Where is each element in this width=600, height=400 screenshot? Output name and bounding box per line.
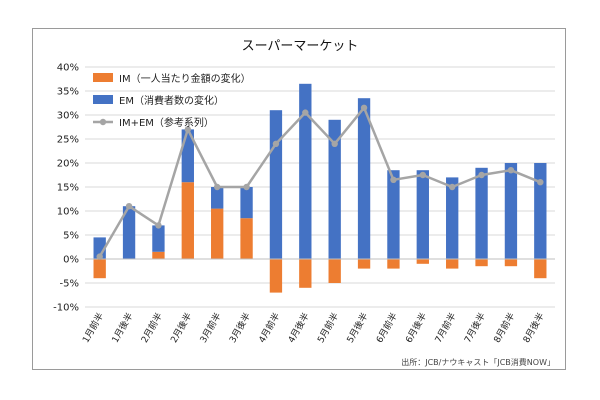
line-series (96, 104, 544, 260)
legend: IM（一人当たり金額の変化） EM（消費者数の変化） IM+EM（参考系列） (93, 72, 251, 129)
bar-im (93, 259, 106, 279)
bar-im (269, 259, 283, 293)
y-tick-label: 10% (57, 207, 79, 218)
x-tick-label: 1月後半 (109, 311, 136, 345)
line-point (360, 104, 368, 112)
bar-em (357, 98, 371, 259)
line-point (96, 253, 103, 260)
x-tick-label: 8月前半 (491, 311, 518, 345)
bar-em (534, 163, 547, 259)
bar-em (211, 187, 224, 209)
line-point (213, 183, 221, 191)
bar-im (299, 259, 312, 288)
bar-em (446, 177, 459, 259)
line-point (448, 183, 456, 191)
legend-label: IM（一人当たり金額の変化） (119, 72, 251, 85)
bar-em (387, 170, 400, 259)
bar-em (504, 163, 518, 259)
y-tick-label: 15% (57, 183, 79, 194)
bar-im (416, 259, 429, 264)
x-tick-label: 3月前半 (197, 311, 224, 345)
x-tick-label: 2月後半 (168, 311, 195, 345)
x-tick-label: 4月後半 (285, 311, 312, 345)
line-point (302, 109, 309, 116)
bar-em (416, 170, 429, 259)
line-point (184, 126, 192, 133)
bar-im (357, 259, 371, 269)
line-point (331, 140, 338, 147)
bar-im (387, 259, 400, 269)
bar-im (152, 251, 165, 259)
y-tick-label: 30% (57, 111, 79, 122)
line-point (507, 167, 515, 174)
legend-swatch (93, 73, 113, 82)
legend-swatch (93, 95, 113, 104)
x-tick-label: 5月前半 (315, 311, 342, 345)
x-tick-label: 1月前半 (80, 311, 107, 345)
x-tick-label: 6月前半 (373, 311, 400, 345)
bar-im (328, 259, 341, 283)
y-tick-label: 20% (57, 159, 79, 170)
y-tick-label: 0% (63, 255, 79, 266)
source-note: 出所：JCB/ナウキャスト「JCB消費NOW」 (401, 357, 555, 367)
y-tick-label: 5% (63, 231, 79, 242)
bar-em (475, 167, 488, 259)
bar-em (152, 225, 165, 252)
y-tick-label: -5% (60, 279, 79, 290)
legend-label: IM+EM（参考系列） (119, 116, 214, 129)
chart-title: スーパーマーケット (242, 39, 359, 54)
line-point (419, 171, 427, 179)
bar-em (328, 119, 341, 259)
line-point (243, 183, 250, 191)
bar-im (475, 259, 488, 267)
line-point (125, 203, 133, 210)
bar-im (446, 259, 459, 269)
line-point (155, 222, 162, 229)
y-tick-label: 35% (57, 87, 79, 98)
chart-frame: スーパーマーケット -10% -5% 0% 5% 10% 15% 20% 25% 30% 35% 4… (32, 28, 566, 370)
legend-swatch-marker (99, 118, 107, 126)
legend-label: EM（消費者数の変化） (119, 94, 224, 107)
x-tick-label: 2月前半 (138, 311, 165, 345)
y-tick-label: -10% (53, 303, 79, 314)
bar-im (181, 182, 194, 259)
line-point (537, 179, 544, 186)
bar-em (299, 83, 312, 259)
bar-im (534, 259, 547, 279)
bar-em (240, 187, 253, 219)
chart-svg: スーパーマーケット -10% -5% 0% 5% 10% 15% 20% 25% 30% 35% 4… (53, 39, 555, 367)
bar-im (504, 259, 518, 267)
line-im-em (98, 106, 541, 258)
x-tick-label: 8月後半 (520, 311, 547, 345)
x-tick-label: 7月後半 (461, 311, 488, 345)
line-point (390, 176, 397, 183)
bar-em (269, 110, 283, 259)
x-tick-label: 3月後半 (226, 311, 253, 345)
bar-im (211, 208, 224, 259)
x-tick-label: 7月前半 (432, 311, 459, 345)
line-point (272, 140, 280, 147)
x-tick-label: 6月後半 (403, 311, 430, 345)
y-tick-label: 40% (57, 63, 79, 74)
bar-em (122, 206, 136, 259)
x-tick-label: 4月前半 (256, 311, 283, 345)
bar-im (240, 218, 253, 259)
line-point (478, 171, 485, 179)
x-tick-label: 5月後半 (344, 311, 371, 345)
y-tick-label: 25% (57, 135, 79, 146)
